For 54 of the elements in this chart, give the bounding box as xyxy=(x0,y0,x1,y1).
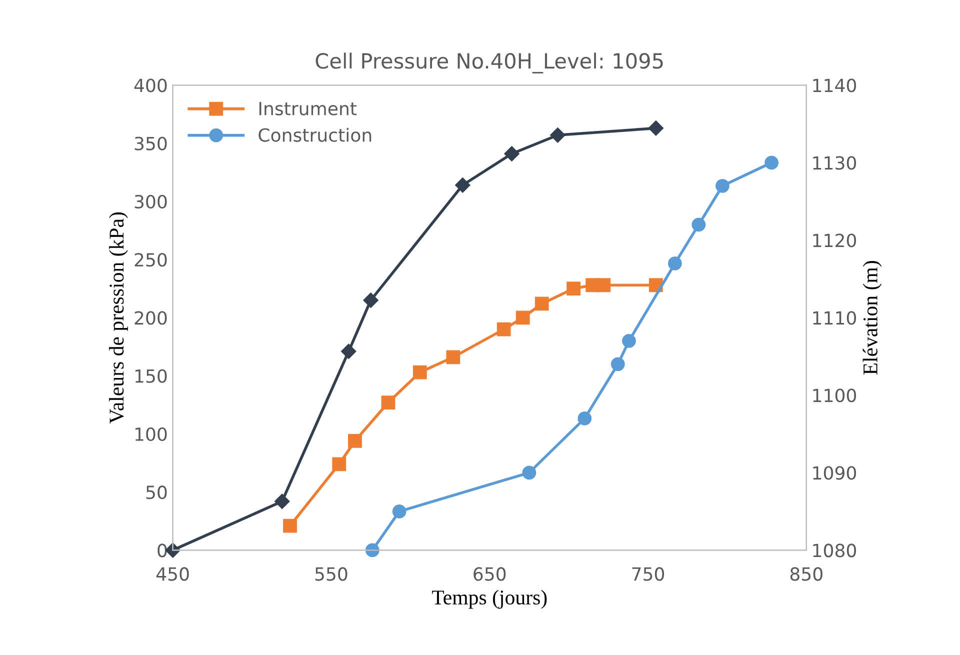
point xyxy=(332,457,346,472)
y2-tick-label: 1140 xyxy=(813,78,856,92)
y-tick-label: 0 xyxy=(158,544,167,558)
point xyxy=(566,282,580,296)
y-tick-label: 200 xyxy=(134,311,167,325)
x-tick-label: 750 xyxy=(632,567,664,581)
y-tick-label: 350 xyxy=(134,136,167,150)
point xyxy=(534,296,549,311)
y-tick-label: 150 xyxy=(135,369,167,383)
x-tick-label: 550 xyxy=(315,567,348,581)
point xyxy=(412,365,427,380)
point xyxy=(692,218,706,232)
y2-tick-label: 1100 xyxy=(813,388,856,402)
y-tick-label: 400 xyxy=(134,78,167,92)
point xyxy=(455,178,470,193)
point xyxy=(504,146,520,162)
point xyxy=(716,178,730,193)
point xyxy=(550,128,566,143)
y-tick-label: 300 xyxy=(134,194,167,209)
point xyxy=(392,504,406,518)
y2-tick-label: 1130 xyxy=(813,156,856,170)
legend-label: Instrument xyxy=(259,102,357,116)
y2-tick-label: 1120 xyxy=(813,234,856,248)
point xyxy=(648,120,664,136)
point xyxy=(622,334,636,348)
point xyxy=(283,518,297,533)
point xyxy=(516,310,530,325)
y2-tick-label: 1090 xyxy=(813,466,856,480)
y2-axis-title: Elévation (m) xyxy=(862,261,882,375)
point xyxy=(274,494,290,509)
x-tick-label: 650 xyxy=(474,567,506,581)
x-tick-label: 450 xyxy=(156,567,189,581)
y2-tick-label: 1080 xyxy=(813,544,856,558)
point xyxy=(363,292,378,308)
y2-tick-label: 1110 xyxy=(813,311,856,325)
y-tick-label: 100 xyxy=(135,427,167,442)
point xyxy=(596,278,611,292)
legend-label: Construction xyxy=(258,128,372,142)
point xyxy=(348,434,362,448)
point xyxy=(668,256,682,270)
chart-title: Cell Pressure No.40H_Level: 1095 xyxy=(316,52,663,74)
y-axis-title: Valeurs de pression (kPa) xyxy=(109,212,128,424)
point xyxy=(522,466,536,480)
point xyxy=(341,344,356,359)
x-tick-label: 850 xyxy=(790,567,822,581)
point xyxy=(610,357,625,372)
point xyxy=(496,322,511,336)
y-tick-label: 50 xyxy=(146,486,167,500)
point xyxy=(446,350,460,364)
y-tick-label: 250 xyxy=(134,253,167,267)
point xyxy=(764,156,778,170)
point xyxy=(578,411,592,426)
x-axis-title: Temps (jours) xyxy=(432,590,547,609)
point xyxy=(381,396,396,410)
